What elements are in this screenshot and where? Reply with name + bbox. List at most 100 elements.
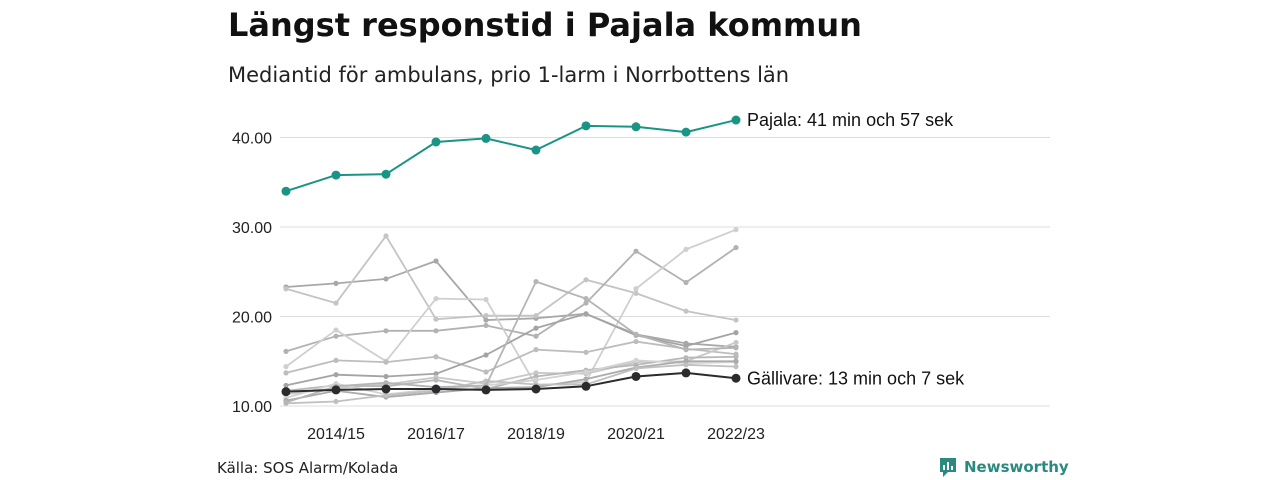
y-axis: 10.00 20.00 30.00 40.00 xyxy=(232,131,272,417)
data-point xyxy=(583,376,589,382)
data-point xyxy=(483,369,489,375)
data-point xyxy=(483,317,489,323)
data-point xyxy=(583,311,589,317)
y-tick-label: 10.00 xyxy=(232,399,272,416)
series-gällivare xyxy=(281,368,741,397)
data-point xyxy=(383,359,389,365)
y-tick-label: 30.00 xyxy=(232,220,272,237)
data-point xyxy=(733,358,739,364)
series-line xyxy=(285,235,737,321)
data-point xyxy=(283,286,289,292)
data-point xyxy=(431,384,441,394)
data-point xyxy=(633,286,639,292)
data-point xyxy=(483,322,489,329)
data-point xyxy=(483,313,489,319)
data-point xyxy=(583,369,589,375)
source-note: Källa: SOS Alarm/Kolada xyxy=(217,459,399,477)
x-tick-label: 2022/23 xyxy=(707,426,765,443)
data-point xyxy=(681,127,691,137)
newsworthy-logo[interactable]: Newsworthy xyxy=(938,456,1069,478)
data-point xyxy=(683,343,689,349)
data-point xyxy=(583,296,589,302)
data-point xyxy=(531,145,541,155)
data-point xyxy=(283,399,289,406)
data-point xyxy=(533,313,539,319)
data-point xyxy=(483,352,489,358)
data-point xyxy=(533,333,539,339)
data-point xyxy=(581,381,591,391)
data-point xyxy=(333,280,339,286)
data-point xyxy=(581,121,591,131)
data-point xyxy=(683,279,689,286)
data-point xyxy=(283,348,289,355)
data-point xyxy=(381,169,391,179)
series-line xyxy=(285,360,736,402)
data-point xyxy=(333,327,339,333)
x-tick-label: 2016/17 xyxy=(407,426,465,443)
data-point xyxy=(681,368,691,378)
data-point xyxy=(683,308,689,314)
annotations: Pajala: 41 min och 57 sek Gällivare: 13 m… xyxy=(747,110,965,388)
data-point xyxy=(633,365,639,372)
data-point xyxy=(733,364,739,370)
data-point xyxy=(733,345,739,351)
data-point xyxy=(683,347,689,353)
series-line xyxy=(285,280,737,404)
data-point xyxy=(481,133,491,143)
chart-subtitle: Mediantid för ambulans, prio 1-larm i No… xyxy=(228,63,790,87)
data-point xyxy=(633,331,639,337)
highlight-series-group xyxy=(281,115,741,196)
data-point xyxy=(433,328,439,334)
data-point xyxy=(381,384,391,394)
data-point xyxy=(281,186,291,196)
x-axis: 2014/15 2016/17 2018/19 2020/21 2022/23 xyxy=(307,426,765,443)
data-point xyxy=(333,398,339,405)
series-pajala xyxy=(281,115,741,196)
series-kommun-3 xyxy=(283,233,739,323)
series-kommun-4 xyxy=(283,244,739,355)
data-point xyxy=(433,316,439,322)
data-point xyxy=(683,362,689,368)
data-point xyxy=(533,370,539,376)
data-point xyxy=(533,377,539,383)
data-point xyxy=(281,387,291,397)
data-point xyxy=(333,372,339,378)
data-point xyxy=(333,300,339,306)
y-tick-label: 40.00 xyxy=(232,131,272,148)
series-line xyxy=(285,119,737,193)
data-point xyxy=(333,357,339,363)
x-tick-label: 2018/19 xyxy=(507,426,565,443)
series-kommun-12 xyxy=(283,362,739,406)
data-point xyxy=(533,278,539,285)
data-point xyxy=(633,248,639,254)
data-point xyxy=(733,354,739,360)
series-line xyxy=(285,260,737,348)
data-point xyxy=(433,258,439,264)
data-point xyxy=(533,325,539,331)
data-point xyxy=(433,377,439,383)
series-line xyxy=(285,363,737,405)
series-kommun-7 xyxy=(283,311,739,389)
data-point xyxy=(533,373,539,380)
data-point xyxy=(683,358,689,364)
x-tick-label: 2014/15 xyxy=(307,426,365,443)
grid-lines xyxy=(280,137,1050,407)
data-point xyxy=(583,277,589,283)
x-tick-label: 2020/21 xyxy=(607,426,665,443)
annotation-gällivare: Gällivare: 13 min och 7 sek xyxy=(747,368,965,388)
data-point xyxy=(433,354,439,360)
data-point xyxy=(733,227,739,233)
data-point xyxy=(583,349,589,355)
data-point xyxy=(733,339,739,346)
series-line xyxy=(285,246,737,353)
y-tick-label: 20.00 xyxy=(232,310,272,327)
data-point xyxy=(531,384,541,394)
data-point xyxy=(333,333,339,339)
data-point xyxy=(283,364,289,370)
data-point xyxy=(383,276,389,282)
chart-title: Längst responstid i Pajala kommun xyxy=(228,6,862,44)
data-point xyxy=(583,300,589,306)
annotation-pajala: Pajala: 41 min och 57 sek xyxy=(747,110,954,130)
data-point xyxy=(383,392,389,398)
dark-series-group xyxy=(281,368,741,397)
